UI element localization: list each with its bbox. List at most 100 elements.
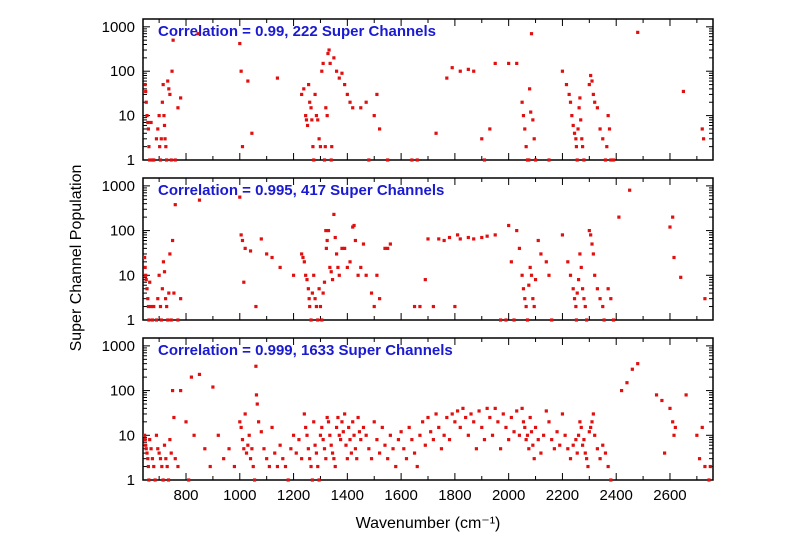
data-point bbox=[326, 420, 331, 424]
data-point bbox=[472, 69, 476, 73]
data-point bbox=[145, 451, 149, 455]
data-point bbox=[314, 304, 319, 309]
data-point bbox=[330, 278, 335, 282]
data-point bbox=[238, 195, 242, 199]
data-point bbox=[158, 158, 163, 162]
data-point bbox=[375, 273, 379, 277]
data-point bbox=[302, 412, 306, 416]
data-point bbox=[547, 158, 551, 162]
data-point bbox=[708, 464, 712, 469]
data-point bbox=[560, 69, 565, 73]
data-point bbox=[281, 457, 285, 461]
data-point bbox=[601, 137, 605, 141]
data-point bbox=[453, 420, 457, 424]
data-point bbox=[480, 137, 484, 141]
data-point bbox=[679, 275, 683, 279]
data-point bbox=[583, 451, 587, 455]
data-point bbox=[150, 457, 155, 461]
data-point bbox=[587, 82, 591, 87]
data-point bbox=[498, 318, 503, 322]
plot-frame bbox=[142, 18, 714, 161]
data-point bbox=[337, 273, 341, 277]
data-point bbox=[286, 478, 290, 482]
data-point bbox=[310, 478, 314, 482]
data-point bbox=[169, 451, 173, 455]
data-point bbox=[673, 425, 677, 430]
data-point bbox=[242, 447, 246, 451]
x-tick-label: 2000 bbox=[492, 487, 525, 504]
data-point bbox=[591, 252, 595, 256]
data-point bbox=[307, 82, 311, 87]
data-point bbox=[550, 438, 554, 442]
data-point bbox=[697, 457, 702, 461]
points-group bbox=[143, 30, 706, 162]
data-point bbox=[227, 447, 231, 451]
data-point bbox=[144, 443, 148, 447]
data-point bbox=[322, 447, 327, 451]
data-point bbox=[308, 457, 312, 461]
data-point bbox=[521, 287, 526, 291]
data-point bbox=[312, 158, 316, 162]
data-point bbox=[211, 385, 215, 389]
data-point bbox=[312, 273, 316, 277]
data-point bbox=[322, 280, 327, 284]
data-point bbox=[472, 237, 476, 241]
data-point bbox=[531, 118, 535, 122]
data-point bbox=[574, 318, 579, 322]
data-point bbox=[580, 137, 584, 141]
data-point bbox=[309, 464, 313, 469]
data-point bbox=[372, 114, 376, 118]
data-point bbox=[265, 252, 269, 256]
data-point bbox=[324, 106, 328, 110]
data-point bbox=[340, 71, 344, 75]
data-point bbox=[323, 145, 327, 149]
data-point bbox=[169, 158, 173, 162]
data-point bbox=[593, 273, 597, 277]
data-point bbox=[445, 76, 449, 80]
data-point bbox=[239, 233, 243, 237]
data-point bbox=[304, 118, 309, 122]
data-point bbox=[353, 447, 358, 451]
data-point bbox=[328, 433, 332, 437]
data-point bbox=[531, 297, 535, 301]
data-point bbox=[550, 318, 554, 322]
data-point bbox=[570, 114, 574, 118]
data-point bbox=[423, 443, 427, 447]
data-point bbox=[560, 233, 565, 237]
data-point bbox=[580, 145, 585, 149]
data-point bbox=[163, 137, 167, 141]
data-point bbox=[394, 464, 398, 469]
data-point bbox=[259, 237, 263, 241]
data-point bbox=[464, 415, 468, 420]
data-point bbox=[668, 406, 672, 410]
data-point bbox=[306, 447, 310, 451]
data-point bbox=[434, 131, 438, 135]
data-point bbox=[636, 362, 640, 366]
points-group bbox=[143, 362, 712, 482]
data-point bbox=[170, 388, 175, 393]
data-point bbox=[590, 79, 594, 83]
data-point bbox=[442, 433, 446, 437]
data-point bbox=[330, 451, 335, 455]
data-point bbox=[593, 433, 597, 437]
data-point bbox=[320, 69, 324, 73]
data-point bbox=[343, 246, 347, 250]
data-point bbox=[172, 291, 176, 295]
data-point bbox=[703, 464, 707, 469]
data-point bbox=[329, 158, 333, 162]
data-point bbox=[324, 228, 328, 233]
data-point bbox=[602, 318, 606, 322]
data-point bbox=[547, 420, 551, 424]
data-point bbox=[386, 158, 390, 162]
data-point bbox=[149, 304, 153, 309]
data-point bbox=[611, 158, 616, 162]
panels-layer: 1 10 100 1000 Correlation = 0.99, 222 Super … bbox=[102, 18, 714, 504]
data-point bbox=[152, 158, 156, 162]
data-point bbox=[578, 96, 582, 100]
data-point bbox=[291, 433, 296, 437]
data-point bbox=[580, 443, 585, 447]
data-point bbox=[542, 433, 546, 437]
x-tick-label: 1000 bbox=[223, 487, 256, 504]
data-point bbox=[663, 451, 667, 455]
data-point bbox=[336, 415, 340, 420]
